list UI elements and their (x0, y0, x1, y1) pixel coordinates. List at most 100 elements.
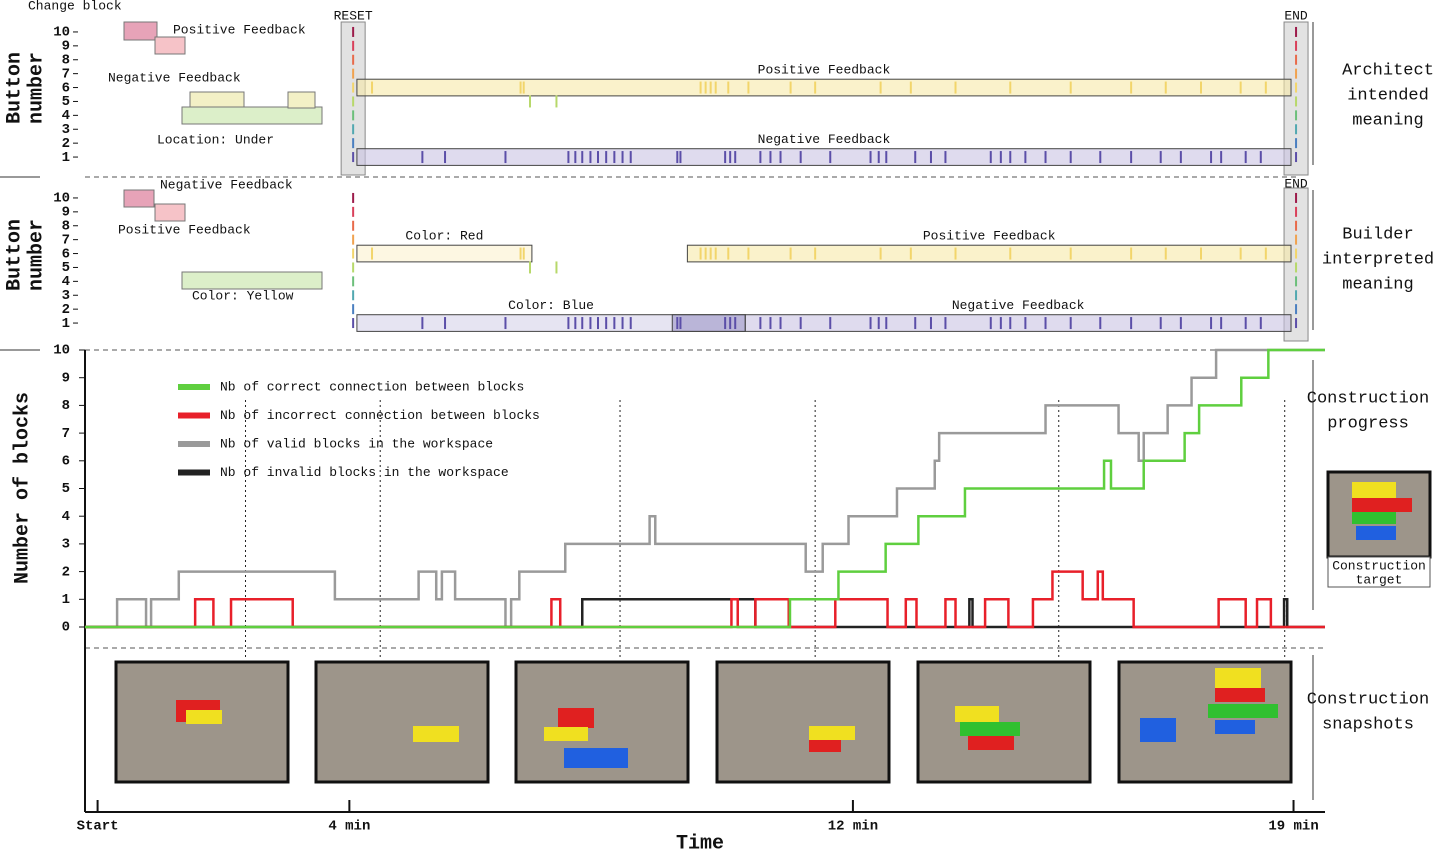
block (564, 748, 628, 768)
series-line (85, 348, 1325, 629)
y-tick-label: 9 (62, 205, 70, 221)
y-tick-label: 4 (62, 108, 70, 124)
annotation-label: Color: Red (405, 229, 483, 244)
key-box (123, 21, 158, 41)
key-box (154, 36, 186, 55)
annotation-label: Positive Feedback (923, 229, 1056, 244)
y-tick-label: 8 (62, 52, 70, 68)
series-line (85, 598, 1325, 629)
snapshot (114, 660, 290, 784)
annotation-label: Negative Feedback (952, 298, 1085, 313)
y-tick-label: 3 (62, 537, 70, 553)
snapshots (114, 470, 1432, 784)
annotation-box (356, 78, 1292, 97)
y-tick-label: 5 (62, 260, 70, 276)
y-tick-label: 1 (62, 592, 70, 608)
y-tick-label: 3 (62, 122, 70, 138)
snapshot (715, 660, 891, 784)
x-tick-label: 4 min (328, 819, 370, 835)
block (1352, 498, 1412, 512)
y-tick-label: 10 (53, 25, 70, 41)
annotation-box (744, 314, 1292, 332)
key-box (123, 189, 155, 208)
side-label: progress (1327, 414, 1409, 433)
y-tick-label: 7 (62, 232, 70, 248)
block (1215, 720, 1255, 734)
x-tick-label: 12 min (828, 819, 878, 835)
y-tick-label: 0 (62, 620, 70, 636)
legend-label: Nb of correct connection between blocks (220, 379, 524, 394)
key-label: Location: Under (157, 132, 274, 147)
side-label: meaning (1352, 111, 1423, 130)
y-tick-label: 3 (62, 288, 70, 304)
y-tick-label: 4 (62, 509, 70, 525)
end-label: END (1284, 8, 1308, 23)
y-axis-label: number (25, 52, 48, 124)
y-tick-label: 6 (62, 246, 70, 262)
block (558, 708, 594, 728)
block (186, 710, 222, 724)
key-label: Negative Feedback (108, 70, 241, 85)
annotation-box (356, 148, 1292, 166)
key-label: Change block (28, 0, 122, 13)
side-label: meaning (1342, 275, 1413, 294)
key-label: Color: Yellow (192, 288, 294, 303)
y-tick-label: 9 (62, 370, 70, 386)
y-tick-label: 1 (62, 316, 70, 332)
side-label: interpreted (1322, 250, 1434, 269)
key-box (287, 91, 316, 109)
y-tick-label: 6 (62, 454, 70, 470)
block (809, 726, 855, 740)
annotation-label: Negative Feedback (758, 132, 891, 147)
y-tick-label: 5 (62, 94, 70, 110)
block (960, 722, 1020, 736)
y-tick-label: 2 (62, 302, 70, 318)
side-label: Construction (1307, 389, 1429, 408)
block (968, 736, 1014, 750)
side-label: Architect (1342, 61, 1434, 80)
side-label: snapshots (1322, 715, 1414, 734)
block (1356, 526, 1396, 540)
y-axis-label: Number of blocks (11, 392, 34, 584)
side-label: Builder (1342, 225, 1413, 244)
key-box (181, 106, 323, 125)
y-axis-label: number (25, 219, 48, 291)
y-axis-label: Button (3, 219, 26, 291)
block (1215, 688, 1265, 702)
y-tick-label: 8 (62, 218, 70, 234)
series-line (85, 348, 1325, 629)
y-tick-label: 9 (62, 39, 70, 55)
reset-label: RESET (334, 8, 373, 23)
x-axis-label: Time (676, 832, 724, 851)
block (544, 727, 588, 741)
y-tick-label: 2 (62, 136, 70, 152)
annotation-label: Color: Blue (508, 298, 594, 313)
y-tick-label: 5 (62, 481, 70, 497)
block (413, 726, 459, 742)
x-tick-label: Start (77, 819, 119, 835)
y-tick-label: 1 (62, 150, 70, 166)
legend-label: Nb of valid blocks in the workspace (220, 436, 493, 451)
y-tick-label: 10 (53, 343, 70, 359)
y-tick-label: 2 (62, 564, 70, 580)
y-axis-label: Button (3, 52, 26, 124)
annotation-label: Positive Feedback (758, 63, 891, 78)
y-tick-label: 8 (62, 398, 70, 414)
side-label: Construction (1307, 690, 1429, 709)
y-tick-label: 7 (62, 426, 70, 442)
end-label: END (1284, 176, 1308, 191)
key-box (181, 271, 323, 290)
block (1352, 512, 1396, 524)
legend-label: Nb of invalid blocks in the workspace (220, 465, 509, 480)
x-tick-label: 19 min (1268, 819, 1318, 835)
annotation-box (356, 244, 533, 263)
key-box (189, 91, 245, 109)
y-tick-label: 10 (53, 191, 70, 207)
legend-label: Nb of incorrect connection between block… (220, 408, 540, 423)
y-tick-label: 6 (62, 80, 70, 96)
block (1352, 482, 1396, 498)
series-line (85, 570, 1325, 629)
y-tick-label: 4 (62, 274, 70, 290)
key-label: Positive Feedback (173, 22, 306, 37)
